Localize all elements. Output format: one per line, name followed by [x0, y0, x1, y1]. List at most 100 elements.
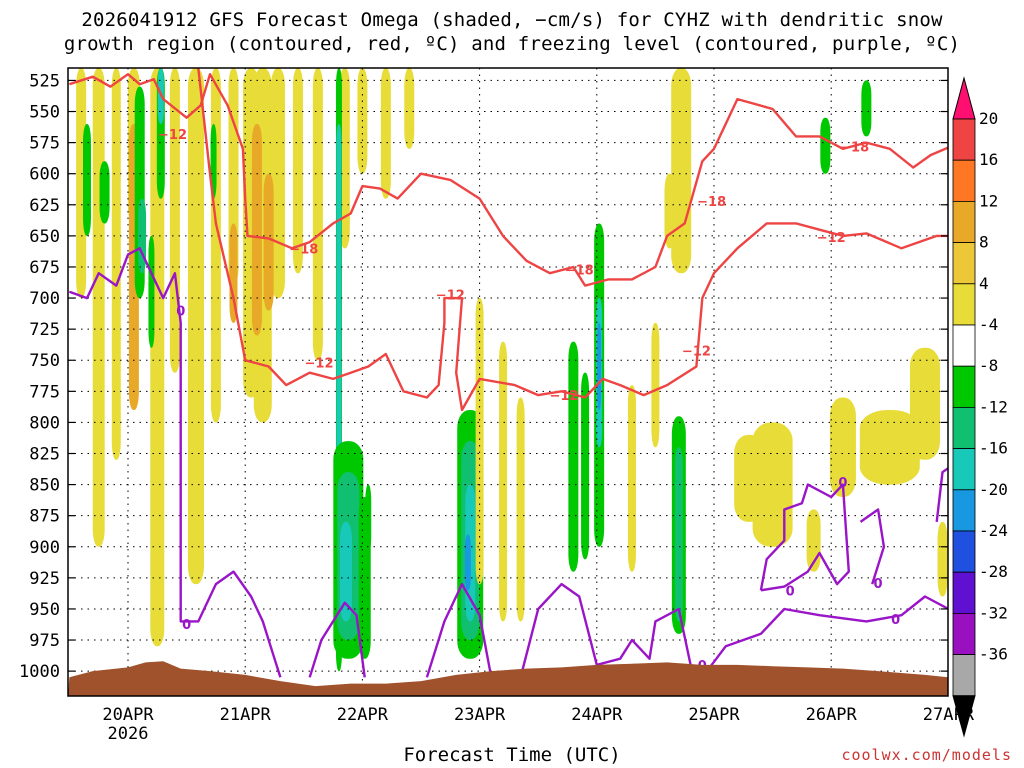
- colorbar-swatch: [952, 283, 976, 326]
- omega-area: [581, 372, 590, 560]
- contour-label: 0: [874, 577, 883, 592]
- y-tick-label: 725: [29, 320, 60, 340]
- colorbar-swatch: [952, 406, 976, 449]
- contour-zero-2: [308, 601, 366, 678]
- colorbar-label: -32: [979, 603, 1008, 622]
- x-tick-label: 23APR: [454, 705, 506, 725]
- colorbar-label: 8: [979, 233, 989, 252]
- omega-area: [138, 198, 147, 274]
- omega-area: [358, 497, 371, 659]
- contour-label: −12: [436, 288, 465, 303]
- colorbar-swatch: [952, 571, 976, 614]
- contour-lines: −12−18−18−18−18−12−12−12−12−120000000: [68, 68, 948, 679]
- omega-area: [568, 341, 579, 572]
- contour-zero-8: [935, 466, 948, 523]
- colorbar-label: 20: [979, 109, 998, 128]
- colorbar-label: -20: [979, 480, 1008, 499]
- x-year-label: 2026: [108, 724, 149, 744]
- colorbar-swatch: [952, 200, 976, 243]
- omega-area: [150, 68, 165, 647]
- colorbar-swatch: [952, 324, 976, 367]
- contour-zero-7: [859, 508, 886, 585]
- colorbar-label: 16: [979, 150, 998, 169]
- omega-area: [169, 68, 180, 373]
- y-tick-label: 575: [29, 134, 60, 154]
- omega-area: [499, 341, 508, 622]
- contour-zero-5: [701, 595, 948, 679]
- omega-area: [516, 397, 525, 622]
- colorbar-swatch: [952, 118, 976, 161]
- plot-frame: [67, 67, 949, 697]
- y-tick-label: 775: [29, 382, 60, 402]
- chart-subtitle: growth region (contoured, red, ºC) and f…: [63, 33, 961, 55]
- contour-zero-4: [519, 582, 692, 678]
- colorbar-swatch: [952, 159, 976, 202]
- y-axis: 525 550 575 600 625 650 675 700 725 750 775 800 825 8…: [19, 71, 948, 682]
- omega-area: [92, 68, 105, 547]
- omega-area: [339, 68, 350, 249]
- x-tick-label: 25APR: [688, 705, 740, 725]
- omega-area: [312, 68, 323, 361]
- omega-area: [475, 298, 484, 585]
- colorbar-label: -24: [979, 521, 1008, 540]
- terrain-area: [68, 661, 948, 696]
- omega-area: [404, 68, 415, 149]
- y-tick-label: 700: [29, 289, 60, 309]
- y-tick-label: 550: [29, 103, 60, 123]
- x-tick-label: 24APR: [571, 705, 623, 725]
- y-tick-label: 750: [29, 351, 60, 371]
- y-tick-label: 850: [29, 476, 60, 496]
- y-tick-label: 800: [29, 413, 60, 433]
- y-tick-label: 600: [29, 165, 60, 185]
- colorbar-label: -16: [979, 439, 1008, 458]
- contour-zero-6: [759, 483, 850, 592]
- contour-zero-1: [68, 247, 282, 678]
- y-tick-label: 1000: [19, 662, 60, 682]
- contour-neg18: [69, 73, 948, 287]
- contour-label: −12: [682, 344, 711, 359]
- contour-label: 0: [838, 476, 847, 491]
- omega-area: [148, 235, 155, 348]
- contour-label: −18: [697, 195, 726, 210]
- omega-area: [937, 521, 948, 597]
- omega-shading: [76, 68, 948, 672]
- omega-area: [861, 80, 872, 137]
- colorbar-swatch: [952, 530, 976, 573]
- x-axis: 20APR 21APR 22APR 23APR 24APR 25APR 26APR 27APR…: [102, 705, 974, 744]
- colorbar-swatch: [952, 365, 976, 408]
- omega-area: [664, 173, 675, 249]
- omega-area: [111, 68, 121, 460]
- omega-area: [464, 534, 471, 591]
- x-tick-label: 20APR: [102, 705, 154, 725]
- omega-area: [251, 123, 262, 336]
- omega-area: [210, 68, 221, 423]
- colorbar-label: -36: [979, 645, 1008, 664]
- colorbar: 20 16 12 8 4 -4 -8 -12 -16 -20 -24 -28 -32 -36: [952, 76, 1008, 738]
- contour-label: 0: [182, 618, 191, 633]
- omega-area: [292, 68, 303, 274]
- terrain-fill: [68, 661, 948, 696]
- omega-area: [820, 117, 831, 174]
- contour-label: −18: [565, 263, 594, 278]
- contour-label: −12: [549, 389, 578, 404]
- colorbar-swatch: [952, 489, 976, 532]
- omega-area: [76, 68, 87, 299]
- colorbar-swatch: [952, 613, 976, 656]
- colorbar-swatch: [952, 654, 976, 697]
- omega-area: [597, 322, 602, 410]
- colorbar-top-arrow: [952, 76, 976, 120]
- contour-label: −18: [840, 140, 869, 155]
- colorbar-label: -8: [979, 356, 998, 375]
- contour-label: 0: [786, 584, 795, 599]
- y-tick-label: 900: [29, 538, 60, 558]
- y-tick-label: 525: [29, 71, 60, 91]
- omega-area: [627, 385, 636, 572]
- contour-neg12: [197, 68, 948, 412]
- colorbar-swatch: [952, 242, 976, 285]
- contour-label: 0: [891, 613, 900, 628]
- y-tick-label: 950: [29, 600, 60, 620]
- y-tick-label: 650: [29, 227, 60, 247]
- contour-label: −12: [817, 231, 846, 246]
- omega-area: [263, 173, 274, 311]
